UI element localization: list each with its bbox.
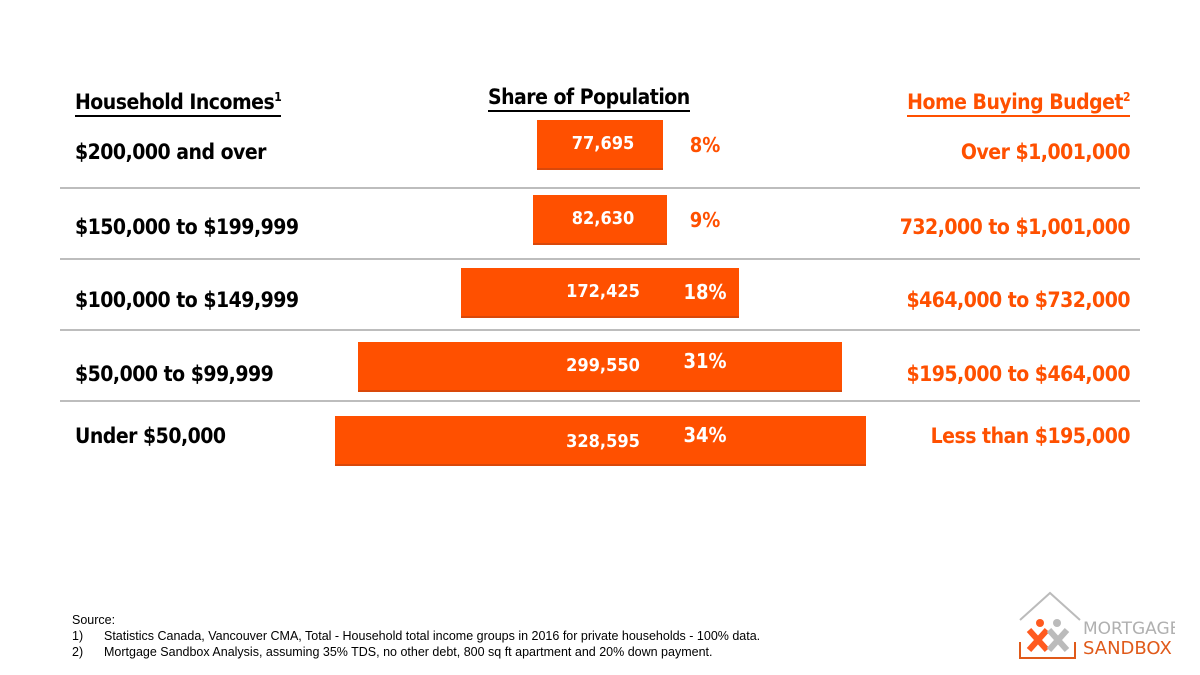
budget-label: $464,000 to $732,000 [906, 288, 1130, 312]
note-text: Mortgage Sandbox Analysis, assuming 35% … [104, 645, 713, 659]
population-bar [533, 195, 667, 245]
population-bar [460, 268, 740, 318]
bar-value-label: 172,425 [566, 281, 640, 302]
income-label: $150,000 to $199,999 [75, 215, 299, 239]
source-notes: Source: 1) Statistics Canada, Vancouver C… [72, 612, 760, 660]
percent-label: 8% [689, 133, 721, 157]
bar-value-label: 299,550 [566, 355, 640, 376]
row-divider [60, 258, 1140, 260]
population-bar [357, 342, 843, 392]
source-title: Source: [72, 613, 116, 627]
income-label: Under $50,000 [75, 424, 226, 448]
mortgage-sandbox-logo: MORTGAGE SANDBOX [1019, 591, 1175, 659]
population-bar [334, 416, 866, 466]
header-household-incomes: Household Incomes1 [75, 84, 282, 117]
percent-label: 9% [689, 208, 721, 232]
header-text: Household Incomes [75, 90, 275, 114]
source-note-1: 1) Statistics Canada, Vancouver CMA, Tota… [72, 628, 760, 644]
logo-text-sandbox: SANDBOX [1083, 638, 1172, 659]
bar-value-label: 328,595 [566, 431, 640, 452]
budget-label: $195,000 to $464,000 [906, 362, 1130, 386]
budget-label: Over $1,001,000 [960, 140, 1131, 164]
income-label: $200,000 and over [75, 140, 267, 164]
percent-label: 31% [683, 349, 727, 373]
percent-label: 18% [683, 280, 727, 304]
bar-value-label: 77,695 [571, 133, 635, 154]
population-bar [537, 120, 663, 170]
income-label: $100,000 to $149,999 [75, 288, 299, 312]
row-divider [60, 329, 1140, 331]
header-home-buying-budget: Home Buying Budget2 [907, 84, 1131, 117]
row-divider [60, 187, 1140, 189]
header-text: Home Buying Budget [907, 90, 1123, 114]
note-number: 2) [72, 645, 84, 659]
budget-label: Less than $195,000 [930, 424, 1131, 448]
income-label: $50,000 to $99,999 [75, 362, 274, 386]
row-divider [60, 400, 1140, 402]
percent-label: 34% [683, 423, 727, 447]
header-share-of-population: Share of Population [488, 84, 690, 112]
note-text: Statistics Canada, Vancouver CMA, Total … [104, 629, 761, 643]
bar-value-label: 82,630 [571, 208, 635, 229]
source-note-2: 2) Mortgage Sandbox Analysis, assuming 35… [72, 644, 760, 660]
footnote-ref: 2 [1122, 90, 1131, 104]
logo-text-mortgage: MORTGAGE [1083, 619, 1175, 639]
budget-label: 732,000 to $1,001,000 [899, 215, 1131, 239]
note-number: 1) [72, 629, 84, 643]
footnote-ref: 1 [274, 90, 282, 104]
